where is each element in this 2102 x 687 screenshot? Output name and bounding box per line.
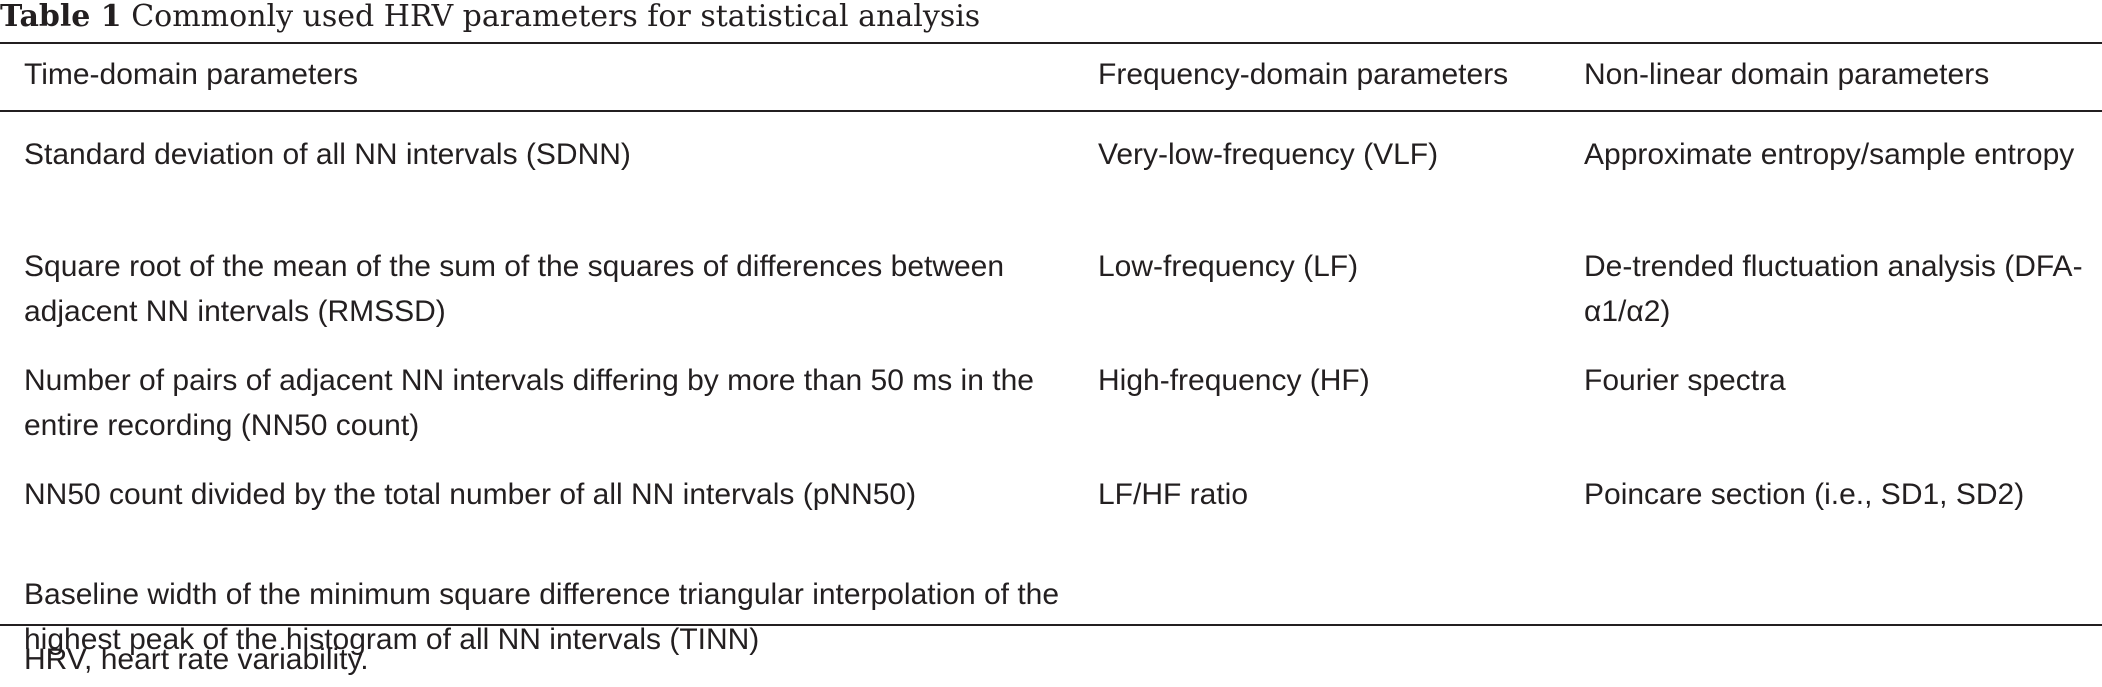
hrv-parameters-table: Time-domain parameters Frequency-domain …	[0, 44, 2102, 666]
frequency-domain-cell: Very-low-frequency (VLF)	[1098, 138, 1439, 171]
top-rule	[0, 42, 2102, 44]
table-caption: Table 1 Commonly used HRV parameters for…	[0, 0, 980, 40]
table-row: Standard deviation of all NN intervals (…	[0, 118, 2102, 230]
time-domain-cell: Square root of the mean of the sum of th…	[24, 250, 1005, 328]
table-row: NN50 count divided by the total number o…	[0, 458, 2102, 562]
table-row: Square root of the mean of the sum of th…	[0, 230, 2102, 344]
time-domain-cell: NN50 count divided by the total number o…	[24, 478, 917, 511]
non-linear-domain-cell	[1560, 562, 2102, 666]
time-domain-cell: Baseline width of the minimum square dif…	[24, 578, 1060, 656]
non-linear-domain-cell: De-trended fluctuation analysis (DFA-α1/…	[1584, 250, 2083, 328]
bottom-rule	[0, 624, 2102, 626]
time-domain-cell: Number of pairs of adjacent NN intervals…	[24, 364, 1034, 442]
frequency-domain-cell: LF/HF ratio	[1098, 478, 1249, 511]
header-frequency-domain: Frequency-domain parameters	[1098, 58, 1509, 91]
non-linear-domain-cell: Poincare section (i.e., SD1, SD2)	[1584, 478, 2025, 511]
header-time-domain: Time-domain parameters	[24, 58, 358, 91]
table-row: Baseline width of the minimum square dif…	[0, 562, 2102, 666]
frequency-domain-cell: High-frequency (HF)	[1098, 364, 1370, 397]
frequency-domain-cell	[1074, 562, 1560, 666]
frequency-domain-cell: Low-frequency (LF)	[1098, 250, 1359, 283]
header-rule	[0, 110, 2102, 112]
table-caption-label: Table 1	[0, 0, 122, 34]
non-linear-domain-cell: Fourier spectra	[1584, 364, 1786, 397]
table-caption-title: Commonly used HRV parameters for statist…	[131, 0, 981, 34]
non-linear-domain-cell: Approximate entropy/sample entropy	[1584, 138, 2075, 171]
time-domain-cell: Standard deviation of all NN intervals (…	[24, 138, 631, 171]
table-header-row: Time-domain parameters Frequency-domain …	[0, 44, 2102, 118]
header-non-linear-domain: Non-linear domain parameters	[1584, 58, 1990, 91]
table-row: Number of pairs of adjacent NN intervals…	[0, 344, 2102, 458]
table-footnote: HRV, heart rate variability.	[24, 643, 369, 676]
